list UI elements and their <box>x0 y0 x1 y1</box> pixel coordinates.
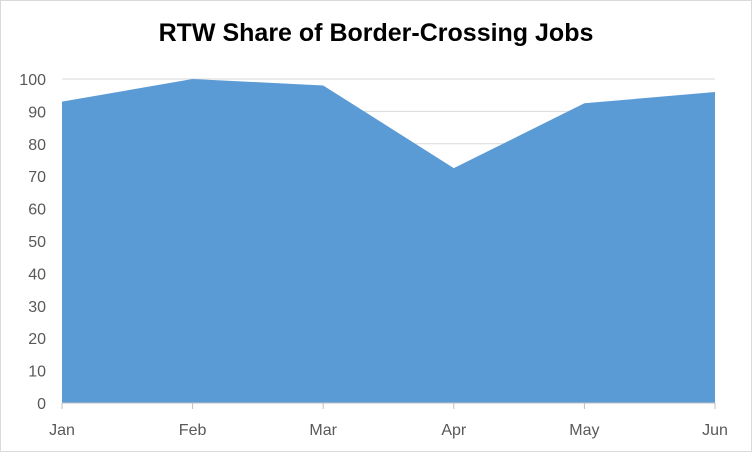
y-tick-label: 0 <box>37 396 46 413</box>
x-tick-label: Apr <box>441 422 467 439</box>
y-tick-label: 80 <box>28 137 46 154</box>
x-tick-label: Feb <box>179 422 207 439</box>
y-tick-label: 30 <box>28 299 46 316</box>
x-tick-label: Mar <box>309 422 337 439</box>
y-tick-label: 40 <box>28 266 46 283</box>
y-tick-label: 70 <box>28 169 46 186</box>
area-series <box>62 79 715 403</box>
y-tick-label: 90 <box>28 104 46 121</box>
chart-title: RTW Share of Border-Crossing Jobs <box>158 19 594 47</box>
axes <box>61 402 716 409</box>
y-tick-label: 100 <box>19 72 46 89</box>
y-tick-label: 60 <box>28 202 46 219</box>
x-tick-label: Jan <box>49 422 75 439</box>
y-tick-label: 10 <box>28 364 46 381</box>
y-tick-label: 50 <box>28 234 46 251</box>
area-fill <box>62 79 715 403</box>
x-tick-label: Jun <box>702 422 728 439</box>
x-tick-label: May <box>569 422 599 439</box>
y-tick-label: 20 <box>28 331 46 348</box>
tick-labels: 0 10 20 30 40 50 60 70 80 90 100 Jan Feb Mar Apr May Jun <box>19 72 728 439</box>
